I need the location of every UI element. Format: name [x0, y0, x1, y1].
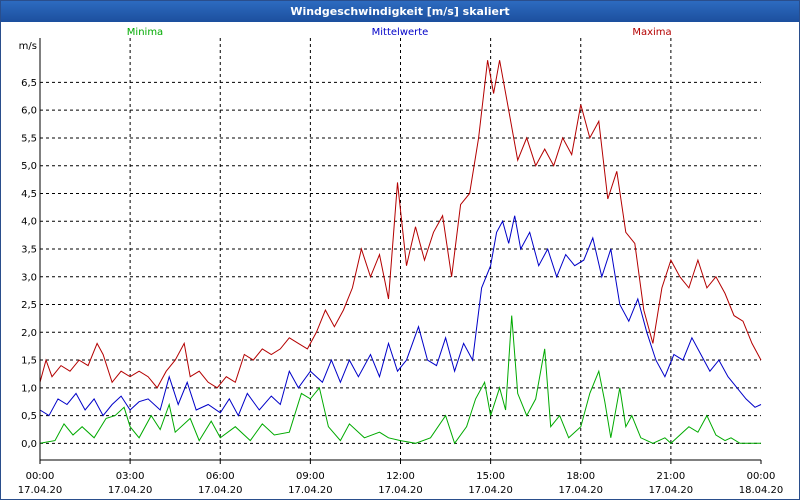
x-tick-date: 17.04.20	[378, 485, 423, 496]
x-tick-date: 17.04.20	[558, 485, 603, 496]
grid-lines	[40, 38, 761, 460]
x-tick-time: 06:00	[206, 471, 235, 482]
y-tick-label: 5,5	[21, 133, 37, 144]
legend-mittelwerte: Mittelwerte	[372, 27, 429, 38]
x-tick-date: 17.04.20	[198, 485, 243, 496]
legend-maxima: Maxima	[632, 27, 671, 38]
x-tick-date: 17.04.20	[108, 485, 153, 496]
y-tick-label: 1,0	[21, 383, 37, 394]
legend: Minima Mittelwerte Maxima	[127, 27, 672, 38]
x-tick-time: 03:00	[116, 471, 145, 482]
y-tick-label: 0,0	[21, 439, 37, 450]
x-tick-time: 15:00	[476, 471, 505, 482]
x-tick-time: 09:00	[296, 471, 325, 482]
y-tick-label: 0,5	[21, 411, 37, 422]
y-axis-label: m/s	[19, 41, 37, 52]
series-line-mittelwerte	[39, 215, 762, 417]
tick-labels: 0,0 0,5 1,0 1,5 2,0 2,5 3,0 3,5 4,0 4,5 5,0 5,5 6,0 6…	[18, 41, 784, 496]
x-tick-time: 00:00	[747, 471, 776, 482]
y-tick-label: 4,5	[21, 189, 37, 200]
x-tick-date: 17.04.20	[468, 485, 513, 496]
x-tick-date: 17.04.20	[288, 485, 333, 496]
y-tick-label: 2,5	[21, 300, 37, 311]
x-tick-time: 18:00	[566, 471, 595, 482]
y-tick-label: 5,0	[21, 161, 37, 172]
x-tick-date: 17.04.20	[18, 485, 63, 496]
series-line-maxima	[39, 60, 762, 389]
y-tick-label: 6,5	[21, 78, 37, 89]
y-tick-label: 6,0	[21, 106, 37, 117]
y-tick-label: 3,5	[21, 245, 37, 256]
series-line-minima	[39, 315, 761, 445]
y-tick-label: 2,0	[21, 328, 37, 339]
y-tick-label: 1,5	[21, 356, 37, 367]
y-tick-label: 4,0	[21, 217, 37, 228]
x-tick-time: 12:00	[386, 471, 415, 482]
window-title: Windgeschwindigkeit [m/s] skaliert	[1, 1, 799, 22]
x-tick-time: 21:00	[656, 471, 685, 482]
x-tick-date: 17.04.20	[649, 485, 694, 496]
y-tick-label: 3,0	[21, 272, 37, 283]
axes	[39, 38, 762, 464]
series-lines	[39, 60, 762, 445]
legend-minima: Minima	[127, 27, 163, 38]
x-tick-date: 18.04.20	[739, 485, 784, 496]
x-tick-time: 00:00	[26, 471, 55, 482]
